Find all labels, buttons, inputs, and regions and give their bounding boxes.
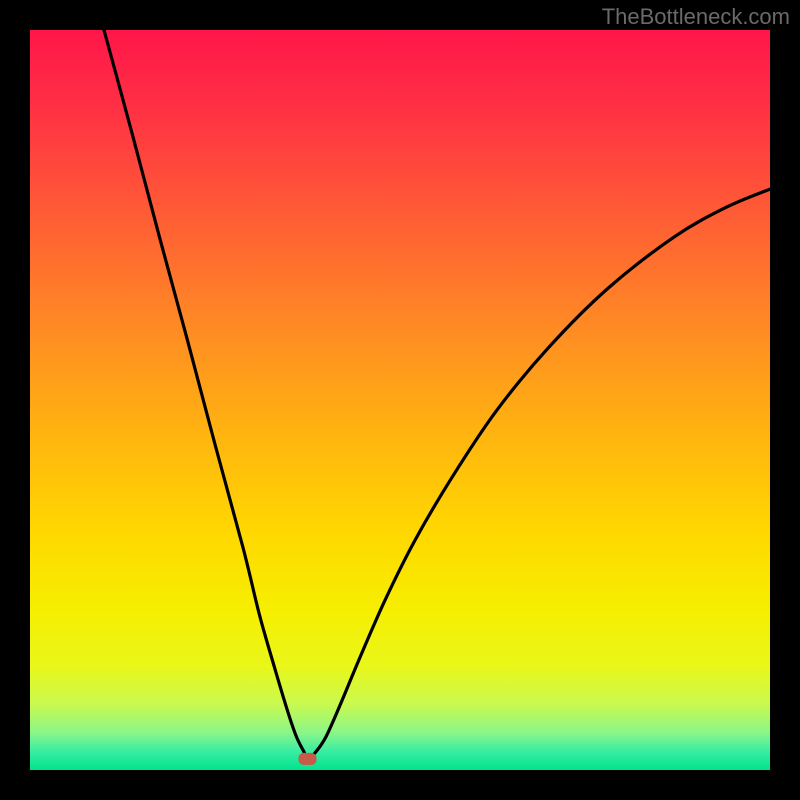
bottleneck-chart bbox=[30, 30, 770, 770]
chart-container bbox=[30, 30, 770, 770]
optimal-point-marker bbox=[299, 753, 317, 765]
gradient-background bbox=[30, 30, 770, 770]
watermark-text: TheBottleneck.com bbox=[602, 4, 790, 30]
